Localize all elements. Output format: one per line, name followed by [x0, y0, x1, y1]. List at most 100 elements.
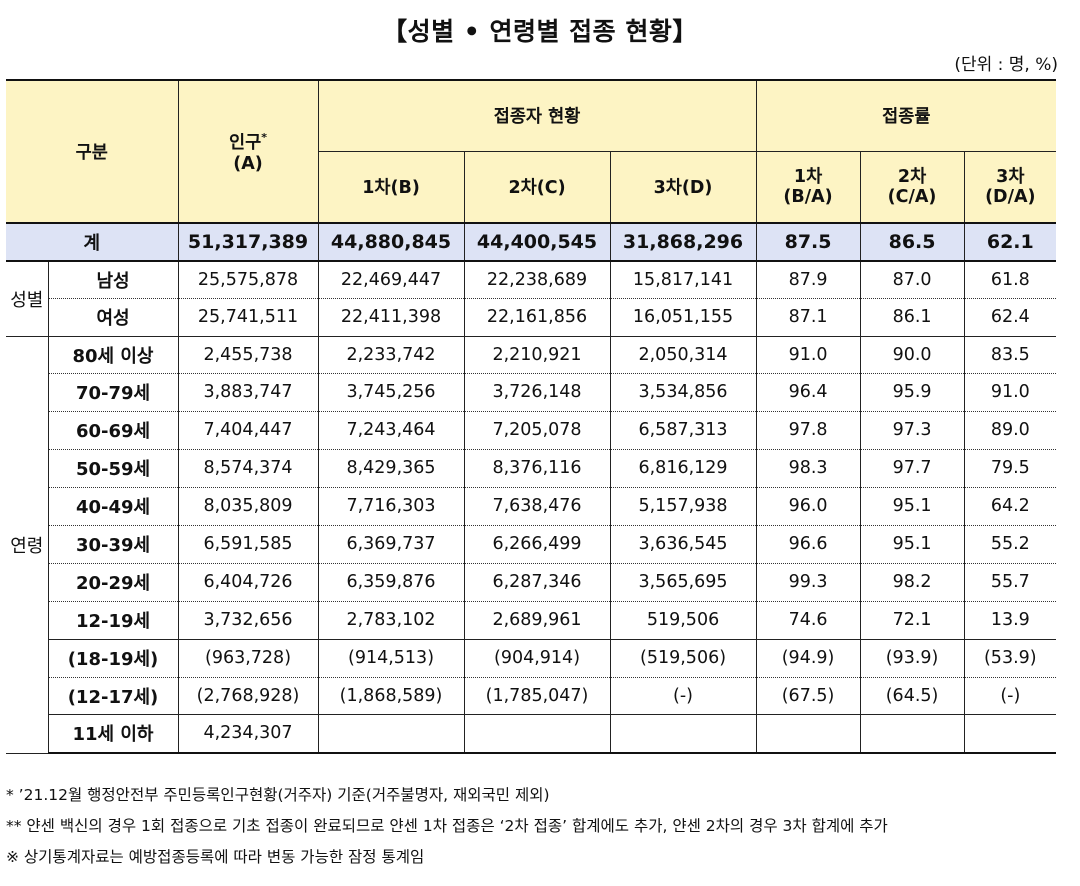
age-row: 50-59세 8,574,374 8,429,365 8,376,116 6,8… [6, 449, 1057, 488]
cell-dose1: 6,359,876 [317, 563, 465, 602]
row-label: 20-29세 [47, 563, 179, 602]
cell-rate3: 91.0 [963, 373, 1057, 412]
cell-rate2: 90.0 [859, 336, 965, 374]
cell-dose2: 7,638,476 [463, 487, 611, 526]
cell-dose2: 3,726,148 [463, 373, 611, 412]
cell-rate3: (-) [963, 677, 1057, 715]
age-row: 연령 80세 이상 2,455,738 2,233,742 2,210,921 … [6, 336, 1057, 754]
cell-empty [963, 714, 1057, 754]
total-dose3: 31,868,296 [609, 222, 757, 262]
age-group-label: 연령 [6, 336, 49, 754]
cell-rate3: 79.5 [963, 449, 1057, 488]
sub-row-label: (12-17세) [47, 677, 179, 715]
vaccination-table: 구분 인구* (A) 접종자 현황 접종률 1차(B) 2차(C) 3차(D) … [6, 79, 1057, 754]
cell-dose3: (519,506) [609, 639, 757, 678]
cell-population: 3,883,747 [177, 373, 319, 412]
cell-rate1: 96.0 [755, 487, 861, 526]
cell-empty [463, 714, 611, 754]
cell-rate1: 96.6 [755, 525, 861, 564]
cell-dose1: (1,868,589) [317, 677, 465, 715]
footnote: ※ 상기통계자료는 예방접종등록에 따라 변동 가능한 잠정 통계임 [6, 848, 425, 866]
total-dose1: 44,880,845 [317, 222, 465, 262]
cell-rate1: 91.0 [755, 336, 861, 374]
cell-dose2: (904,914) [463, 639, 611, 678]
cell-rate2: 98.2 [859, 563, 965, 602]
cell-rate3: 55.7 [963, 563, 1057, 602]
row-label: 여성 [47, 298, 179, 337]
cell-population: 25,575,878 [177, 261, 319, 299]
cell-dose2: 2,210,921 [463, 336, 611, 374]
total-row: 계 51,317,389 44,880,845 44,400,545 31,86… [6, 222, 1057, 262]
cell-rate3: (53.9) [963, 639, 1057, 678]
cell-rate3: 55.2 [963, 525, 1057, 564]
cell-rate2: (93.9) [859, 639, 965, 678]
sex-row-female: 여성 25,741,511 22,411,398 22,161,856 16,0… [6, 298, 1057, 337]
row-label: 40-49세 [47, 487, 179, 526]
cell-empty [859, 714, 965, 754]
cell-dose3: 6,587,313 [609, 411, 757, 450]
cell-rate1: 99.3 [755, 563, 861, 602]
age-row: 40-49세 8,035,809 7,716,303 7,638,476 5,1… [6, 487, 1057, 526]
sex-group-label: 성별 [6, 261, 49, 337]
total-rate2: 86.5 [859, 222, 965, 262]
footnote: * ’21.12월 행정안전부 주민등록인구현황(거주자) 기준(거주불명자, … [6, 786, 550, 804]
row-label: 60-69세 [47, 411, 179, 450]
footnotes: * ’21.12월 행정안전부 주민등록인구현황(거주자) 기준(거주불명자, … [6, 780, 888, 873]
cell-empty [755, 714, 861, 754]
header-population: 인구* (A) [177, 79, 319, 223]
page-title: 【성별 • 연령별 접종 현황】 [382, 17, 698, 46]
cell-rate3: 13.9 [963, 601, 1057, 640]
header-rate3: 3차 (D/A) [963, 150, 1057, 223]
cell-dose2: 6,287,346 [463, 563, 611, 602]
total-population: 51,317,389 [177, 222, 319, 262]
age-row: 30-39세 6,591,585 6,369,737 6,266,499 3,6… [6, 525, 1057, 564]
cell-dose3: 15,817,141 [609, 261, 757, 299]
cell-rate2: 97.3 [859, 411, 965, 450]
row-label: 11세 이하 [47, 714, 179, 754]
cell-rate1: 98.3 [755, 449, 861, 488]
cell-dose1: 7,243,464 [317, 411, 465, 450]
cell-dose2: (1,785,047) [463, 677, 611, 715]
cell-population: 6,591,585 [177, 525, 319, 564]
footnote: ** 얀센 백신의 경우 1회 접종으로 기초 접종이 완료되므로 얀센 1차 … [6, 817, 888, 835]
cell-population: 2,455,738 [177, 336, 319, 374]
cell-rate1: 97.8 [755, 411, 861, 450]
cell-rate2: 87.0 [859, 261, 965, 299]
cell-rate3: 89.0 [963, 411, 1057, 450]
row-label: 12-19세 [47, 601, 179, 640]
cell-dose2: 22,238,689 [463, 261, 611, 299]
cell-population: 7,404,447 [177, 411, 319, 450]
row-label: 50-59세 [47, 449, 179, 488]
cell-population: 25,741,511 [177, 298, 319, 337]
cell-empty [609, 714, 757, 754]
total-rate3: 62.1 [963, 222, 1057, 262]
cell-dose2: 6,266,499 [463, 525, 611, 564]
cell-dose1: (914,513) [317, 639, 465, 678]
total-label: 계 [6, 222, 179, 262]
row-label: 80세 이상 [47, 336, 179, 374]
cell-dose2: 22,161,856 [463, 298, 611, 337]
age-row: 20-29세 6,404,726 6,359,876 6,287,346 3,5… [6, 563, 1057, 602]
cell-rate3: 83.5 [963, 336, 1057, 374]
cell-rate2: 86.1 [859, 298, 965, 337]
sub-row-label: (18-19세) [47, 639, 179, 678]
cell-dose3: 5,157,938 [609, 487, 757, 526]
cell-rate2: 95.1 [859, 487, 965, 526]
total-rate1: 87.5 [755, 222, 861, 262]
cell-dose2: 8,376,116 [463, 449, 611, 488]
cell-population: 8,574,374 [177, 449, 319, 488]
sex-row-male: 성별 남성 25,575,878 22,469,447 22,238,689 1… [6, 261, 1057, 337]
cell-rate3: 64.2 [963, 487, 1057, 526]
header-dose3: 3차(D) [609, 150, 757, 223]
header-vaccinated-group: 접종자 현황 [317, 79, 757, 151]
cell-dose1: 6,369,737 [317, 525, 465, 564]
cell-dose1: 7,716,303 [317, 487, 465, 526]
cell-dose1: 8,429,365 [317, 449, 465, 488]
cell-dose3: 16,051,155 [609, 298, 757, 337]
cell-rate2: 97.7 [859, 449, 965, 488]
cell-dose2: 7,205,078 [463, 411, 611, 450]
cell-rate2: 95.1 [859, 525, 965, 564]
age-row: 12-19세 3,732,656 2,783,102 2,689,961 519… [6, 601, 1057, 640]
cell-dose3: (-) [609, 677, 757, 715]
cell-population: (2,768,928) [177, 677, 319, 715]
